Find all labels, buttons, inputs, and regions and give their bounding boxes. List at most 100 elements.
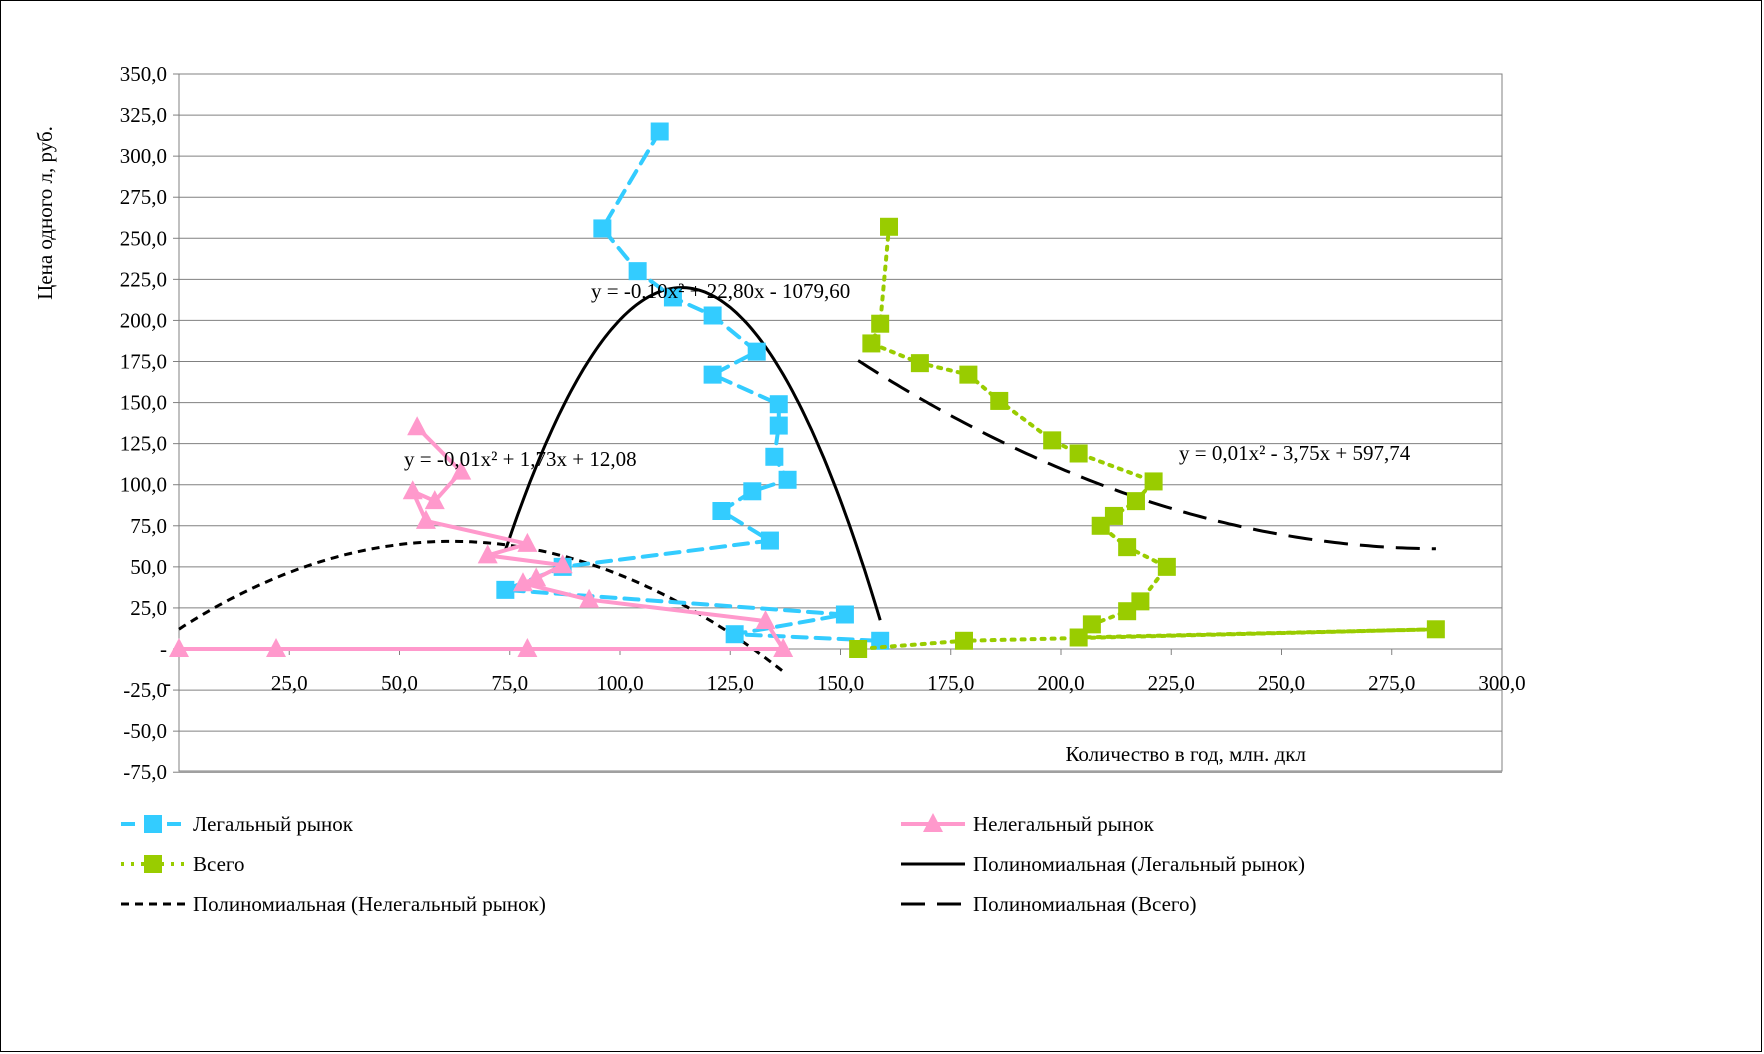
data-point <box>1126 492 1145 511</box>
data-point <box>703 306 722 325</box>
y-tick-label: 300,0 <box>120 144 167 168</box>
legend-label: Полиномиальная (Нелегальный рынок) <box>193 892 546 916</box>
x-tick-label: 125,0 <box>707 671 754 695</box>
legend-item: Полиномиальная (Всего) <box>901 892 1196 916</box>
data-point <box>526 567 547 587</box>
y-tick-label: -25,0 <box>123 678 167 702</box>
data-point <box>1043 431 1062 450</box>
data-point <box>1069 628 1088 647</box>
data-point <box>880 217 899 236</box>
x-tick-label: 175,0 <box>927 671 974 695</box>
data-point <box>769 416 788 435</box>
y-tick-label: 325,0 <box>120 103 167 127</box>
data-point <box>663 288 682 307</box>
legend-label: Всего <box>193 852 245 876</box>
x-tick-label: 225,0 <box>1148 671 1195 695</box>
legend: Легальный рынок Нелегальный рынок Всего Пол… <box>121 812 1305 916</box>
data-point <box>769 395 788 414</box>
data-point <box>760 531 779 550</box>
x-tick-label: 100,0 <box>596 671 643 695</box>
data-point <box>1118 602 1137 621</box>
data-point <box>144 815 162 833</box>
data-point <box>169 638 189 657</box>
trendline-layer <box>178 286 1436 673</box>
trendline-equation: y = -0,10x² + 22,80x - 1079,60 <box>591 279 850 303</box>
data-point <box>266 638 287 657</box>
data-point <box>755 610 776 630</box>
data-point <box>402 480 423 500</box>
data-point <box>743 482 762 501</box>
x-tick-label: 250,0 <box>1258 671 1305 695</box>
y-tick-label: -50,0 <box>123 719 167 743</box>
data-point <box>747 342 766 361</box>
series-line <box>177 425 786 651</box>
x-tick-label: 200,0 <box>1037 671 1084 695</box>
data-point <box>517 638 538 657</box>
y-tick-label: 75,0 <box>130 514 167 538</box>
data-point <box>415 509 436 529</box>
data-point <box>512 572 533 592</box>
data-point <box>959 365 978 384</box>
data-point <box>1118 538 1137 557</box>
x-tick-label: 75,0 <box>491 671 528 695</box>
data-point <box>703 365 722 384</box>
data-point <box>424 490 445 510</box>
trendline-equation: y = -0,01x² + 1,73x + 12,08 <box>404 447 637 471</box>
data-point <box>496 580 515 599</box>
data-point <box>1091 516 1110 535</box>
x-tick-label: 300,0 <box>1478 671 1525 695</box>
x-tick-label: - <box>164 671 171 695</box>
y-tick-label: -75,0 <box>123 760 167 784</box>
series-layer <box>169 122 1445 658</box>
y-axis-title: Цена одного л, руб. <box>33 126 57 300</box>
series-line <box>856 224 1438 651</box>
data-point <box>579 588 600 608</box>
data-point <box>712 502 731 520</box>
data-point <box>773 638 794 657</box>
legend-label: Нелегальный рынок <box>973 812 1155 836</box>
data-point <box>552 554 573 574</box>
data-point <box>923 813 943 832</box>
legend-item: Легальный рынок <box>121 812 354 836</box>
data-point <box>144 855 162 873</box>
y-tick-label: 350,0 <box>120 62 167 86</box>
data-point <box>849 640 868 658</box>
trendline-equation: y = 0,01x² - 3,75x + 597,74 <box>1179 441 1411 465</box>
series <box>496 122 890 650</box>
data-point <box>1426 620 1445 639</box>
y-tick-label: 225,0 <box>120 267 167 291</box>
data-point <box>910 354 929 373</box>
x-tick-label: 275,0 <box>1368 671 1415 695</box>
data-point <box>517 532 538 552</box>
y-tick-label: 150,0 <box>120 391 167 415</box>
trendline <box>503 286 882 621</box>
legend-label: Полиномиальная (Всего) <box>973 892 1196 916</box>
y-tick-label: 125,0 <box>120 432 167 456</box>
y-tick-label: 25,0 <box>130 596 167 620</box>
x-axis-title: Количество в год, млн. дкл <box>1065 742 1306 766</box>
data-point <box>990 391 1009 410</box>
data-point <box>765 447 784 466</box>
legend-item: Полиномиальная (Легальный рынок) <box>901 852 1305 876</box>
y-tick-label: 275,0 <box>120 185 167 209</box>
x-tick-label: 150,0 <box>817 671 864 695</box>
grid-layer <box>173 73 1503 773</box>
data-point <box>725 625 744 644</box>
x-tick-label: 25,0 <box>271 671 308 695</box>
legend-label: Полиномиальная (Легальный рынок) <box>973 852 1305 876</box>
series <box>169 416 794 657</box>
data-point <box>628 262 647 281</box>
data-point <box>1144 472 1163 491</box>
y-tick-label: - <box>160 637 167 661</box>
legend-label: Легальный рынок <box>193 812 354 836</box>
x-tick-label: 50,0 <box>381 671 418 695</box>
legend-item: Всего <box>121 852 245 876</box>
trendline <box>857 359 1436 551</box>
data-point <box>451 460 472 480</box>
data-point <box>650 122 669 141</box>
data-point <box>593 219 612 238</box>
data-point <box>477 544 498 564</box>
y-tick-label: 50,0 <box>130 555 167 579</box>
plot-area <box>178 73 1503 772</box>
